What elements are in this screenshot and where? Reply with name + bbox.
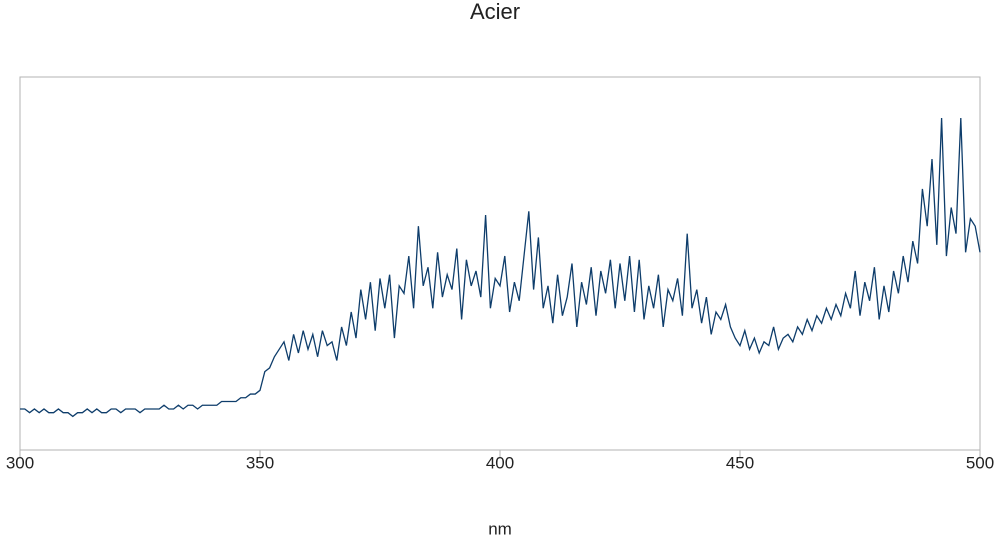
x-tick-label: 300 (6, 453, 34, 472)
x-tick-label: 400 (486, 453, 514, 472)
x-tick-label: 450 (726, 453, 754, 472)
x-tick-label: 350 (246, 453, 274, 472)
x-tick-label: 500 (966, 453, 994, 472)
plot-area (19, 76, 981, 451)
x-axis-label: nm (488, 519, 512, 538)
data-line (20, 118, 981, 418)
chart-title: Acier (470, 0, 520, 24)
